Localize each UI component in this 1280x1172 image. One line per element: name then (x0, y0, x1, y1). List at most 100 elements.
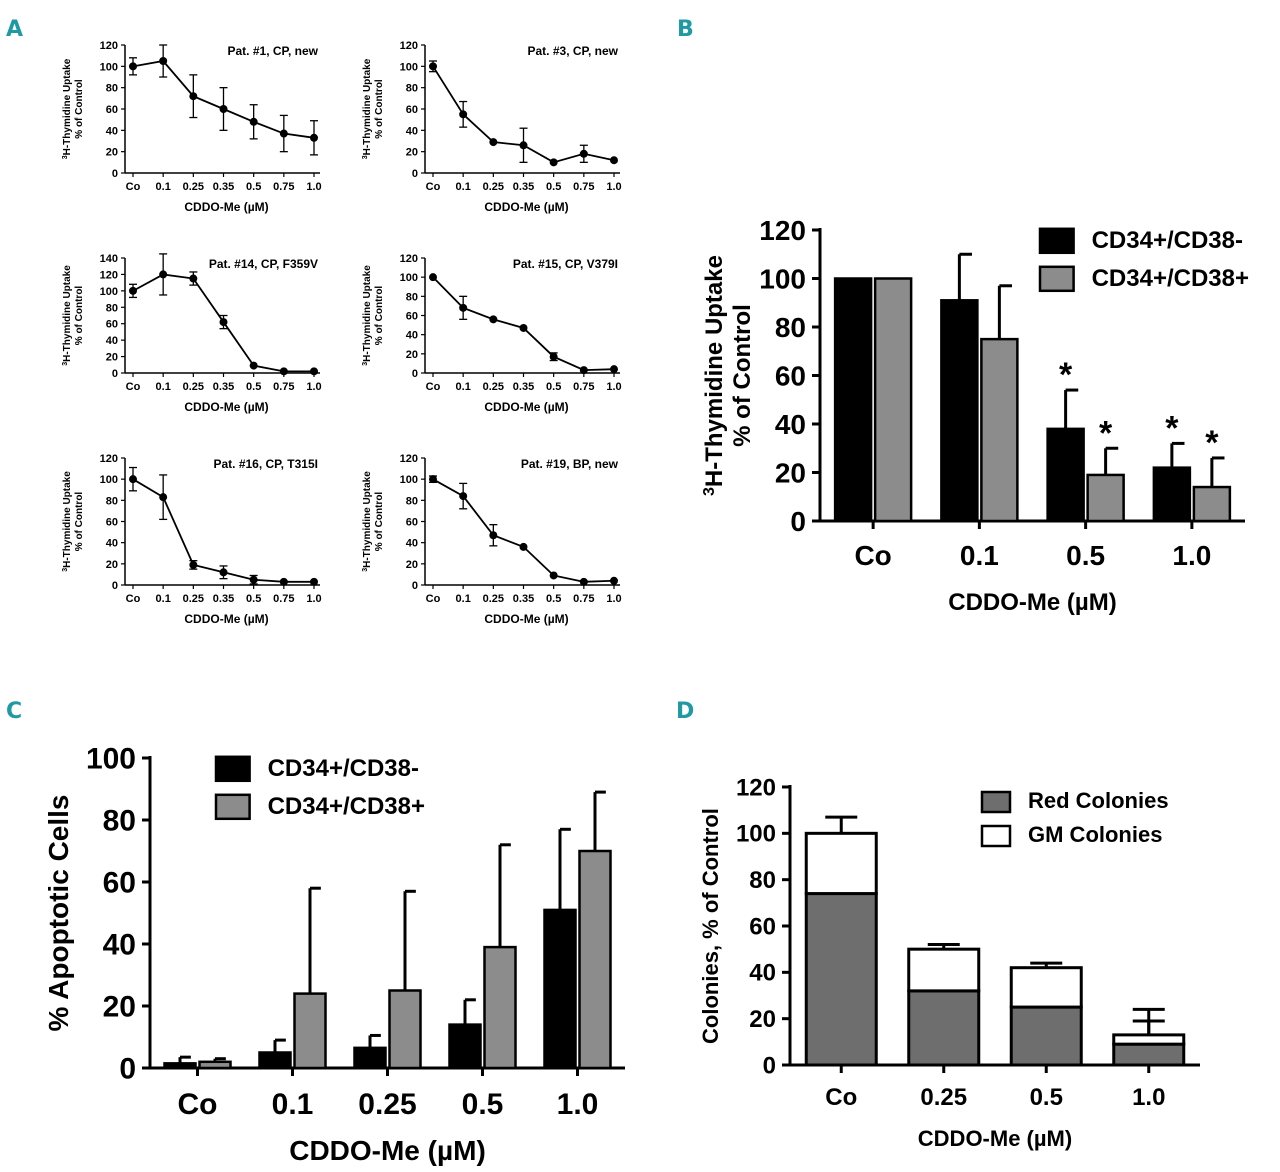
bar (907, 989, 981, 1067)
data-point (279, 129, 288, 138)
series-line (432, 276, 615, 372)
x-tick-label: Co (426, 181, 441, 193)
x-tick-label: 1.0 (306, 181, 321, 193)
x-tick-label: 0.35 (513, 593, 534, 605)
x-tick-label: 0.75 (573, 593, 594, 605)
y-tick-label: 100 (759, 263, 806, 294)
y-tick-label: 40 (106, 335, 118, 347)
data-point (519, 141, 528, 150)
x-tick-label: Co (126, 381, 141, 393)
y-tick-label: 0 (412, 580, 418, 592)
y-tick-label: 60 (775, 360, 806, 391)
y-axis-label-2: % of Control (374, 286, 385, 346)
line-chart-6: 0 20 40 60 80 100 120 Co 0.1 0.25 0.35 0.5 0.75 1.0 Pa… (362, 453, 622, 626)
y-tick-label: 0 (112, 580, 118, 592)
x-tick-label: 0.25 (483, 593, 504, 605)
data-point (610, 365, 618, 374)
y-tick-label: 100 (86, 743, 136, 776)
data-point (429, 62, 437, 71)
x-tick-label: Co (178, 1088, 218, 1121)
x-tick-label: 0.1 (456, 181, 471, 193)
y-tick-label: 0 (412, 368, 418, 380)
y-axis-label-2: % of Control (729, 304, 756, 447)
data-point (129, 286, 137, 295)
x-tick-label: 0.5 (246, 181, 261, 193)
data-point (519, 542, 528, 551)
panel-label-d: D (676, 699, 694, 724)
data-point (189, 274, 198, 283)
y-tick-label: 80 (106, 495, 118, 507)
data-point (610, 156, 618, 165)
data-point (549, 158, 558, 167)
y-tick-label: 100 (400, 61, 418, 73)
y-tick-label: 80 (106, 302, 118, 314)
y-tick-label: 20 (103, 991, 136, 1024)
bar (804, 831, 878, 896)
y-tick-label: 100 (100, 474, 118, 486)
panel-label-b: B (677, 17, 694, 42)
y-tick-label: 20 (406, 147, 418, 159)
bar (833, 277, 873, 523)
y-tick-label: 80 (406, 83, 418, 95)
data-point (489, 315, 498, 324)
bar (940, 299, 979, 523)
y-tick-label: 140 (100, 253, 118, 265)
bar (258, 1051, 292, 1070)
x-tick-label: 1.0 (306, 381, 321, 393)
y-axis-label-2: % of Control (74, 79, 85, 139)
data-point (219, 568, 228, 577)
bar (543, 908, 577, 1070)
data-point (459, 303, 468, 312)
y-tick-label: 120 (400, 40, 418, 52)
x-tick-label: 0.5 (246, 593, 261, 605)
legend-label: CD34+/CD38+ (1092, 265, 1249, 292)
x-tick-label: 0.5 (1030, 1084, 1063, 1111)
x-axis-label: CDDO-Me (µM) (484, 400, 568, 414)
y-tick-label: 100 (736, 821, 776, 848)
data-point (310, 133, 318, 142)
y-axis-label: 3H-Thymidine Uptake (62, 471, 74, 572)
x-tick-label: 0.1 (456, 381, 471, 393)
x-tick-label: 0.5 (546, 593, 561, 605)
bar (293, 992, 327, 1070)
data-point (159, 270, 168, 279)
x-tick-label: 0.1 (960, 540, 999, 571)
data-point (579, 366, 588, 375)
y-tick-label: 60 (106, 517, 118, 529)
y-tick-label: 100 (100, 286, 118, 298)
y-tick-label: 120 (100, 453, 118, 465)
data-point (159, 57, 168, 65)
x-tick-label: Co (126, 181, 141, 193)
bar (1192, 485, 1232, 523)
y-tick-label: 60 (106, 104, 118, 116)
legend-swatch (1038, 227, 1075, 255)
y-axis-label-2: % of Control (374, 79, 385, 139)
bar (1112, 1042, 1186, 1067)
x-tick-label: 1.0 (606, 593, 621, 605)
x-tick-label: 0.25 (358, 1088, 416, 1121)
significance-star: * (1165, 409, 1179, 447)
data-point (429, 475, 437, 484)
y-tick-label: 20 (749, 1006, 776, 1033)
legend-swatch (1038, 265, 1075, 293)
data-point (249, 575, 258, 584)
bar (448, 1023, 482, 1070)
x-tick-label: 0.25 (183, 181, 204, 193)
data-point (310, 367, 318, 376)
data-point (279, 577, 288, 586)
y-tick-label: 0 (119, 1053, 136, 1086)
data-point (249, 117, 258, 126)
legend-swatch (980, 824, 1012, 848)
x-tick-label: 1.0 (606, 381, 621, 393)
y-axis-label-2: % of Control (374, 492, 385, 552)
y-tick-label: 100 (400, 272, 418, 284)
x-tick-label: 0.75 (273, 381, 294, 393)
x-tick-label: 0.35 (513, 381, 534, 393)
x-tick-label: 0.75 (573, 181, 594, 193)
x-axis-label: CDDO-Me (µM) (484, 612, 568, 626)
y-tick-label: 120 (400, 253, 418, 265)
data-point (189, 560, 198, 569)
y-tick-label: 80 (106, 83, 118, 95)
y-tick-label: 60 (749, 913, 776, 940)
significance-star: * (1205, 424, 1219, 462)
